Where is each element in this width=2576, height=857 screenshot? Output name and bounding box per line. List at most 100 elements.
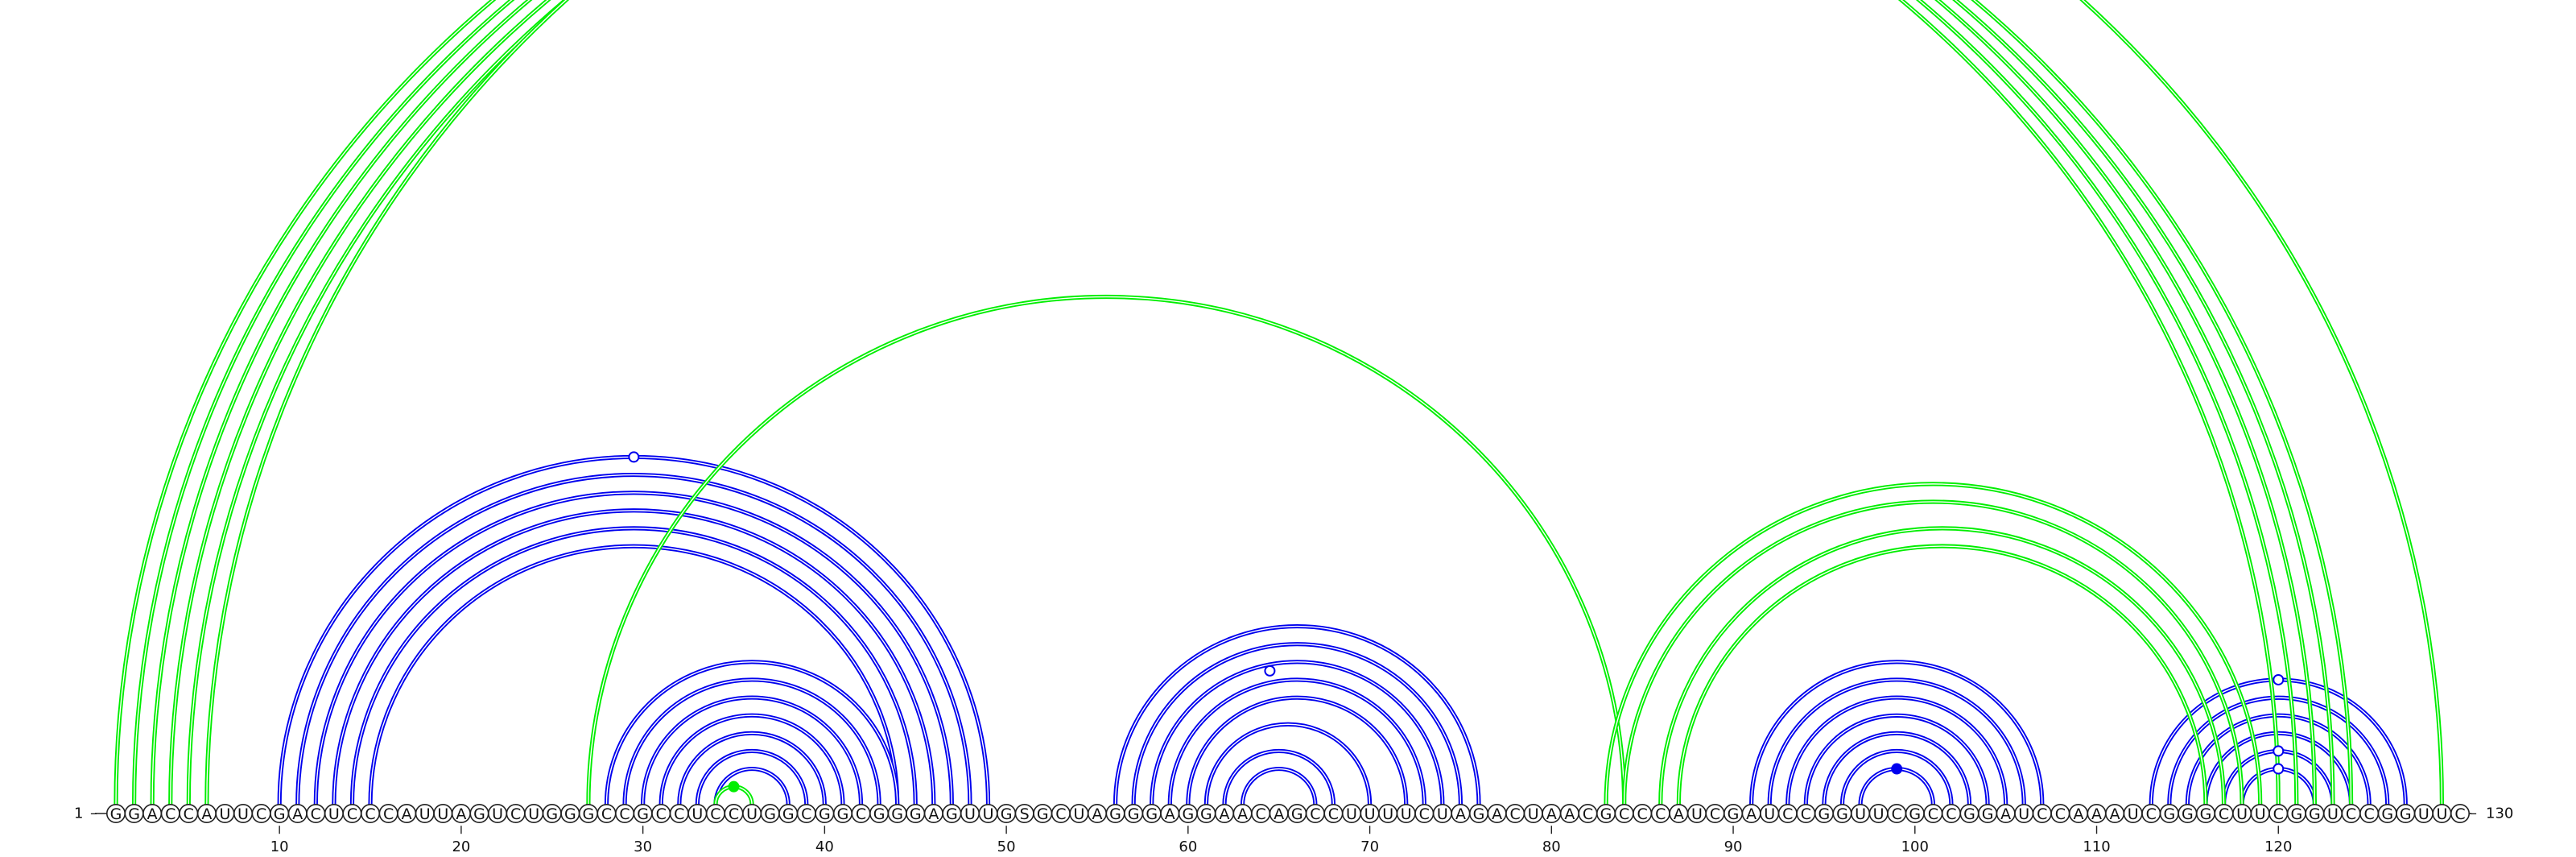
- blue-pair-arc-95-103: [1822, 731, 1972, 805]
- nucleotide-56: G: [1105, 803, 1125, 823]
- nucleotide-66: G: [1287, 803, 1307, 823]
- nucleotide-34: C: [705, 803, 725, 823]
- nucleotide-50: G: [997, 803, 1017, 823]
- nucleotide-89: C: [1705, 803, 1725, 823]
- nucleotide-17: A: [397, 803, 417, 823]
- nucleotide-51: S: [1014, 803, 1034, 823]
- sequence-end-label: 130: [2486, 805, 2513, 822]
- nucleotide-letter: U: [237, 805, 249, 823]
- nucleotide-13: U: [324, 803, 344, 823]
- nucleotide-letter: G: [819, 805, 831, 823]
- sequence-start-label: 1: [74, 805, 83, 822]
- nucleotide-24: U: [524, 803, 544, 823]
- nucleotide-78: C: [1505, 803, 1525, 823]
- nucleotide-letter: G: [1128, 805, 1140, 823]
- nucleotide-116: G: [2195, 803, 2215, 823]
- nucleotide-42: C: [851, 803, 871, 823]
- nucleotide-letter: G: [546, 805, 558, 823]
- nucleotide-102: C: [1941, 803, 1961, 823]
- nucleotide-2: G: [124, 803, 144, 823]
- blue-pair-arc-114-126: [2167, 695, 2390, 805]
- blue-pair-arc-56-76: [1113, 624, 1481, 805]
- nucleotide-52: G: [1033, 803, 1053, 823]
- blue-pair-arc-32-40: [677, 731, 827, 805]
- nucleotide-68: C: [1323, 803, 1344, 823]
- nucleotide-letter: G: [473, 805, 485, 823]
- nucleotide-67: C: [1305, 803, 1325, 823]
- nucleotide-letter: A: [201, 805, 212, 823]
- nucleotide-letter: G: [891, 805, 903, 823]
- nucleotide-letter: C: [510, 805, 521, 823]
- nucleotide-letter: U: [746, 805, 758, 823]
- position-ticks: 10 20 30 40 50 60 70 80 90 100 110 120: [270, 826, 2292, 855]
- nucleotide-letter: U: [1691, 805, 1703, 823]
- blue-pair-arc-63-67: [1240, 767, 1318, 805]
- nucleotide-letter: C: [710, 805, 720, 823]
- nucleotide-letter: U: [437, 805, 448, 823]
- green-pair-arc-1-120: [114, 0, 2281, 805]
- nucleotide-letter: C: [1510, 805, 1521, 823]
- nucleotide-letter: G: [1963, 805, 1975, 823]
- nucleotide-88: U: [1686, 803, 1707, 823]
- nucleotide-4: C: [160, 803, 180, 823]
- nucleotide-114: G: [2159, 803, 2179, 823]
- nucleotide-letter: G: [583, 805, 595, 823]
- pair-marker-hollow: [2273, 745, 2285, 757]
- nucleotide-letter: G: [873, 805, 886, 823]
- nucleotide-48: U: [960, 803, 980, 823]
- nucleotide-8: U: [233, 803, 254, 823]
- end-dash: –: [2470, 805, 2477, 822]
- blue-pair-arc-12-47: [313, 491, 954, 805]
- nucleotide-47: G: [942, 803, 962, 823]
- nucleotide-33: U: [687, 803, 708, 823]
- nucleotide-letter: U: [492, 805, 503, 823]
- nucleotide-letter: U: [983, 805, 994, 823]
- nucleotide-letter: G: [564, 805, 576, 823]
- nucleotide-101: C: [1923, 803, 1943, 823]
- nucleotide-112: U: [2123, 803, 2143, 823]
- nucleotide-14: C: [342, 803, 362, 823]
- nucleotide-letter: C: [256, 805, 266, 823]
- nucleotide-letter: U: [1364, 805, 1376, 823]
- nucleotide-letter: A: [1455, 805, 1466, 823]
- nucleotide-letter: U: [528, 805, 539, 823]
- green-pair-arc-6-129: [204, 0, 2445, 805]
- nucleotide-letter: C: [1255, 805, 1265, 823]
- nucleotide-letter: U: [2418, 805, 2429, 823]
- nucleotide-letter: G: [1600, 805, 1612, 823]
- nucleotide-letter: G: [2182, 805, 2194, 823]
- nucleotide-30: G: [633, 803, 653, 823]
- nucleotide-87: A: [1669, 803, 1689, 823]
- nucleotide-76: G: [1469, 803, 1489, 823]
- nucleotide-11: A: [287, 803, 308, 823]
- blue-pair-arc-92-106: [1767, 677, 2026, 805]
- nucleotide-letter: C: [311, 805, 321, 823]
- nucleotide-113: C: [2141, 803, 2161, 823]
- nucleotide-letter: U: [328, 805, 340, 823]
- nucleotide-letter: C: [2146, 805, 2157, 823]
- nucleotide-121: G: [2286, 803, 2306, 823]
- green-pair-arc-5-124: [186, 0, 2354, 805]
- nucleotide-letter: A: [2073, 805, 2083, 823]
- blue-pair-arc-28-44: [604, 660, 900, 805]
- nucleotide-letter: G: [910, 805, 922, 823]
- nucleotide-25: G: [542, 803, 562, 823]
- nucleotide-41: G: [832, 803, 852, 823]
- nucleotide-letter: G: [2400, 805, 2412, 823]
- nucleotide-36: U: [742, 803, 762, 823]
- nucleotide-35: C: [724, 803, 744, 823]
- nucleotide-letter: G: [946, 805, 958, 823]
- blue-pair-arc-60-72: [1186, 695, 1409, 805]
- tick-label: 100: [1901, 838, 1929, 855]
- nucleotide-letter: U: [2018, 805, 2029, 823]
- nucleotide-49: U: [978, 803, 998, 823]
- blue-pair-arc-30-42: [641, 695, 864, 805]
- nucleotide-letter: U: [1528, 805, 1539, 823]
- nucleotide-107: C: [2032, 803, 2052, 823]
- nucleotide-110: A: [2087, 803, 2107, 823]
- nucleotide-letter: C: [1801, 805, 1811, 823]
- nucleotide-72: U: [1396, 803, 1416, 823]
- nucleotide-letter: A: [1165, 805, 1175, 823]
- nucleotide-96: G: [1832, 803, 1852, 823]
- nucleotide-letter: A: [1564, 805, 1575, 823]
